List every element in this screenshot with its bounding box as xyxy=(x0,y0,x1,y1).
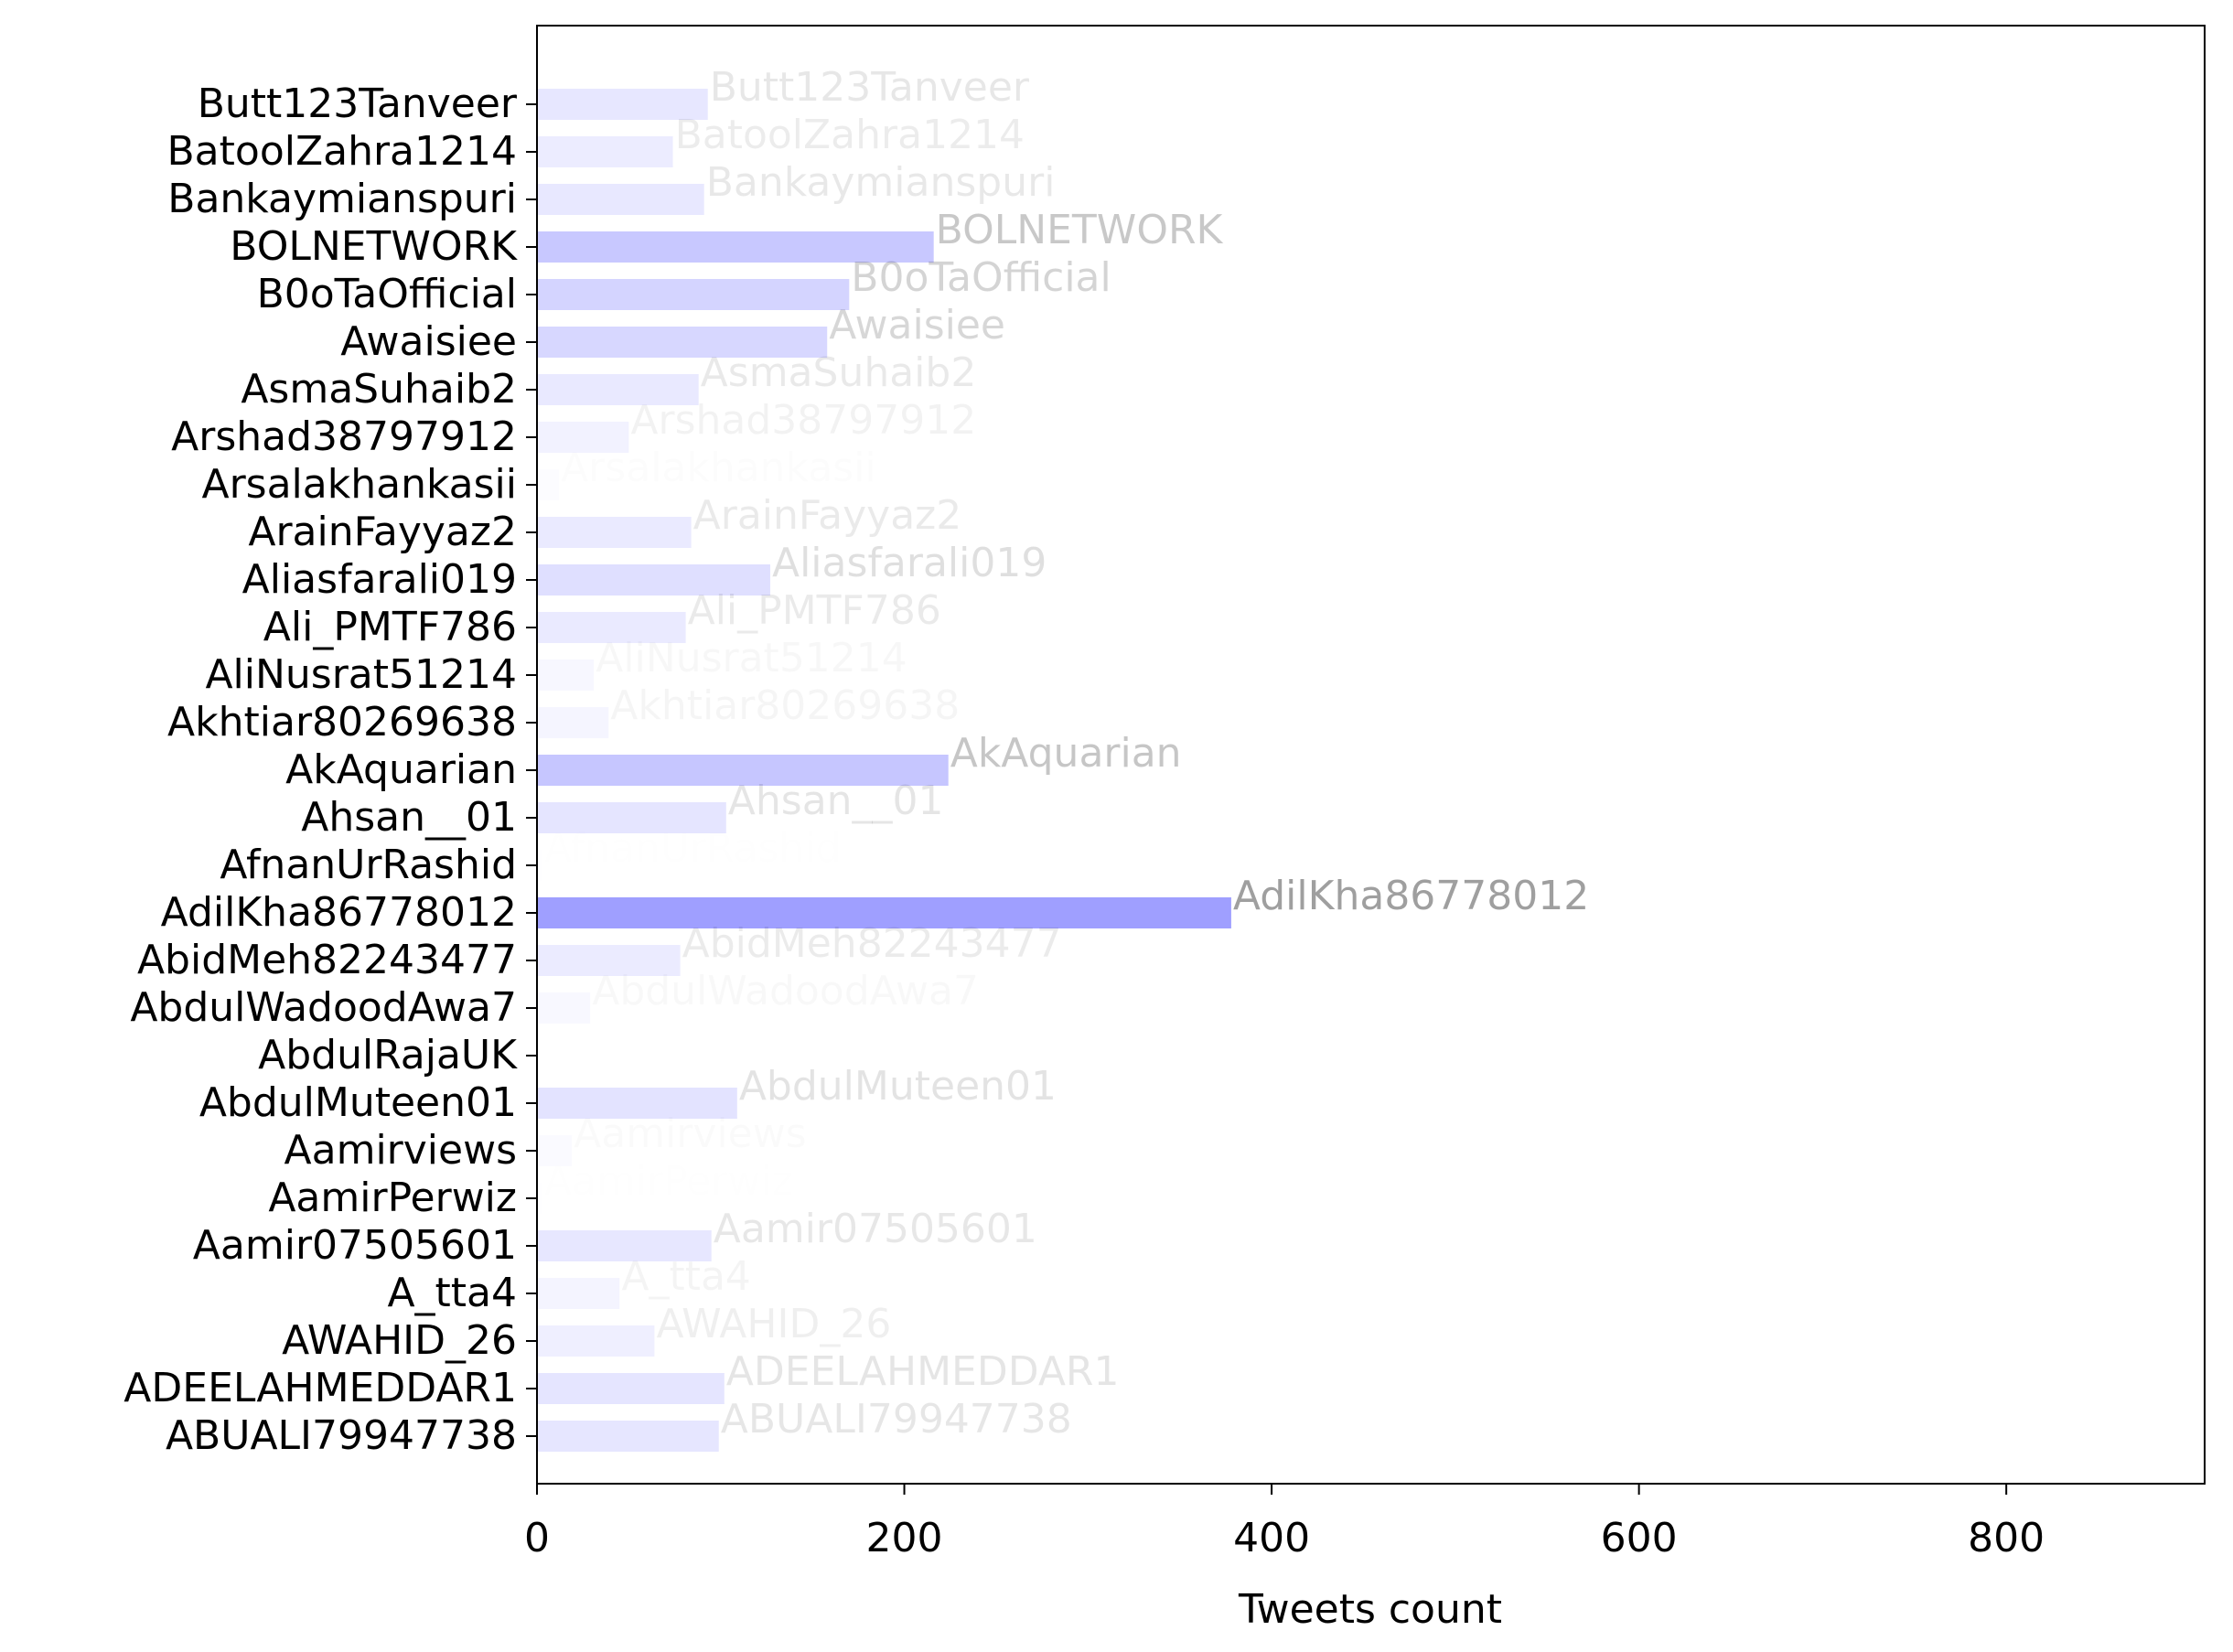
y-tick-label: Bankaymianspuri xyxy=(167,176,517,222)
bar-label: AbdulMuteen01 xyxy=(739,1063,1057,1110)
plot-frame xyxy=(536,25,2206,1485)
bar-label: Ali_PMTF786 xyxy=(688,587,941,634)
y-tick-label: B0oTaOfficial xyxy=(257,271,517,317)
bar xyxy=(537,422,629,453)
bar xyxy=(537,327,828,358)
y-tick-label: AbdulRajaUK xyxy=(258,1032,518,1078)
bar xyxy=(537,1325,655,1357)
bar-label: AWAHID_26 xyxy=(656,1301,891,1347)
bar-label: Aliasfarali019 xyxy=(772,540,1047,586)
y-tick-label: AfnanUrRashid xyxy=(220,842,517,888)
y-tick-label: AamirPerwiz xyxy=(268,1175,517,1221)
bar-label: BOLNETWORK xyxy=(936,207,1224,253)
y-tick-label: ArainFayyaz2 xyxy=(248,509,517,555)
y-tick-label: Butt123Tanveer xyxy=(198,80,518,127)
y-tick-label: AsmaSuhaib2 xyxy=(241,366,517,413)
bar xyxy=(537,1373,725,1404)
bar-label: AfnanUrRashid xyxy=(544,825,842,872)
bar-label: ABUALI79947738 xyxy=(721,1396,1072,1443)
y-tick-label: BatoolZahra1214 xyxy=(167,128,518,175)
bar xyxy=(537,231,934,263)
y-tick-label: BOLNETWORK xyxy=(230,223,518,270)
y-tick-label: Ali_PMTF786 xyxy=(263,604,517,650)
y-tick-label: AWAHID_26 xyxy=(282,1317,517,1364)
x-tick-label: 200 xyxy=(866,1515,943,1561)
y-tick-label: Arshad38797912 xyxy=(171,413,517,460)
bar-label: BatoolZahra1214 xyxy=(675,112,1025,158)
y-tick-label: AbdulMuteen01 xyxy=(199,1079,517,1126)
bar-label: AdilKha86778012 xyxy=(1233,873,1589,919)
y-tick-label: AbidMeh82243477 xyxy=(137,937,517,983)
bar-label: B0oTaOfficial xyxy=(851,254,1111,301)
bar xyxy=(537,1421,719,1452)
bar xyxy=(537,1230,712,1261)
bar-label: ArainFayyaz2 xyxy=(693,492,962,539)
bar xyxy=(537,136,673,167)
y-tick-label: AliNusrat51214 xyxy=(205,651,517,698)
y-tick-label: Aamirviews xyxy=(284,1127,517,1174)
x-tick-label: 0 xyxy=(524,1515,550,1561)
y-tick-label: AbdulWadoodAwa7 xyxy=(130,984,517,1031)
bar-label: AbdulWadoodAwa7 xyxy=(592,968,979,1014)
bar-label: Bankaymianspuri xyxy=(706,159,1056,206)
bar xyxy=(537,802,726,833)
bar-label: AkAquarian xyxy=(950,730,1182,777)
bar-label: Awaisiee xyxy=(829,302,1005,349)
bar xyxy=(537,660,594,691)
bar-label: Aamir07505601 xyxy=(714,1206,1037,1252)
bar xyxy=(537,564,770,595)
bar xyxy=(537,945,681,976)
bar-label: AbidMeh82243477 xyxy=(682,920,1062,967)
bar-label: Butt123Tanveer xyxy=(710,64,1030,111)
y-tick-label: Arsalakhankasii xyxy=(201,461,517,508)
bar-label: ADEELAHMEDDAR1 xyxy=(726,1348,1120,1395)
y-tick-label: ABUALI79947738 xyxy=(166,1412,517,1459)
y-tick-label: Awaisiee xyxy=(340,318,517,365)
y-tick-label: Aliasfarali019 xyxy=(242,556,517,603)
bar xyxy=(537,279,850,310)
bar-label: Akhtiar80269638 xyxy=(610,682,960,729)
x-axis-label: Tweets count xyxy=(1238,1586,1502,1633)
bar xyxy=(537,469,559,500)
bar-label: AbdulRajaUK xyxy=(541,1015,800,1062)
bar-label: A_tta4 xyxy=(621,1253,751,1300)
bar xyxy=(537,1278,620,1309)
bar-label: AsmaSuhaib2 xyxy=(701,349,977,396)
y-tick-label: Ahsan__01 xyxy=(301,794,517,841)
y-tick-label: A_tta4 xyxy=(387,1270,517,1316)
y-tick-label: AdilKha86778012 xyxy=(161,889,517,936)
y-tick-label: AkAquarian xyxy=(285,746,517,793)
bar xyxy=(537,374,699,405)
bar xyxy=(537,184,704,215)
bar-label: AliNusrat51214 xyxy=(596,635,907,681)
bar-label: Ahsan__01 xyxy=(728,778,944,824)
bar xyxy=(537,612,686,643)
bar xyxy=(537,89,708,120)
y-tick-label: ADEELAHMEDDAR1 xyxy=(123,1365,517,1411)
bar-label: AamirPerwiz xyxy=(544,1158,793,1205)
y-tick-label: Akhtiar80269638 xyxy=(167,699,517,746)
bar-label: Arsalakhankasii xyxy=(561,445,876,491)
x-tick-label: 800 xyxy=(1968,1515,2045,1561)
bar xyxy=(537,707,608,738)
bar xyxy=(537,755,949,786)
y-tick-label: Aamir07505601 xyxy=(193,1222,517,1269)
x-tick-label: 600 xyxy=(1601,1515,1678,1561)
bar-label: Aamirviews xyxy=(574,1110,806,1157)
bar xyxy=(537,897,1231,928)
bar-label: Arshad38797912 xyxy=(630,397,976,444)
x-tick-label: 400 xyxy=(1233,1515,1310,1561)
bar xyxy=(537,517,692,548)
bar xyxy=(537,1088,737,1119)
